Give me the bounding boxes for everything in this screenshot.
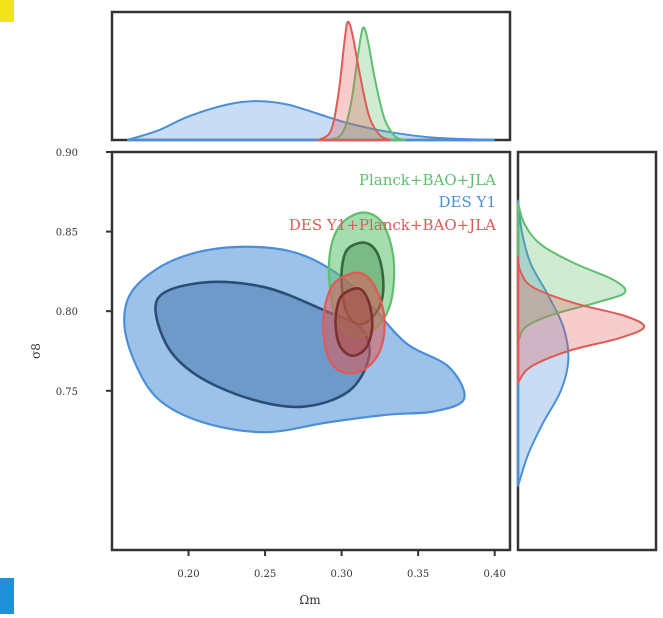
top-marginal-panel bbox=[110, 10, 512, 142]
marginal-y-planck-bao-jla bbox=[517, 202, 627, 344]
main-panel-frame bbox=[110, 150, 512, 552]
legend-entry: DES Y1 bbox=[439, 193, 496, 211]
legend: Planck+BAO+JLA DES Y1 DES Y1+Planck+BAO+JL… bbox=[289, 171, 496, 234]
x-tick-label: 0.40 bbox=[484, 569, 506, 580]
marginal-y-des-y1-planck-bao-jla bbox=[517, 255, 646, 386]
legend-entry: DES Y1+Planck+BAO+JLA bbox=[289, 216, 496, 234]
contour-68-des-y1-planck-bao-jla bbox=[334, 287, 374, 358]
corner-yellow-block bbox=[0, 0, 14, 22]
x-tick-label: 0.30 bbox=[330, 569, 352, 580]
y-tick-label: 0.90 bbox=[56, 148, 78, 159]
y-tick-label: 0.75 bbox=[56, 387, 78, 398]
marginal-x-des-y1 bbox=[127, 100, 495, 141]
x-tick-label: 0.35 bbox=[407, 569, 429, 580]
legend-entry: Planck+BAO+JLA bbox=[359, 171, 496, 189]
y-tick-label: 0.80 bbox=[56, 307, 78, 318]
marginal-x-des-y1-planck-bao-jla bbox=[315, 20, 392, 141]
corner-blue-block bbox=[0, 578, 14, 614]
marginal-y-des-y1 bbox=[517, 199, 570, 487]
contour-layer bbox=[123, 211, 466, 434]
marginal-x-planck-bao-jla bbox=[325, 26, 407, 141]
contour-95-des-y1 bbox=[123, 245, 466, 434]
y-axis-label: σ8 bbox=[29, 343, 43, 359]
y-tick-label: 0.85 bbox=[56, 228, 78, 239]
contour-95-des-y1-planck-bao-jla bbox=[322, 271, 386, 375]
right-marginal-panel bbox=[516, 150, 658, 552]
x-tick-label: 0.25 bbox=[254, 569, 276, 580]
x-axis-label: Ωm bbox=[299, 593, 321, 607]
main-contour-panel bbox=[110, 150, 512, 552]
x-tick-label: 0.20 bbox=[177, 569, 199, 580]
axes-labels: Ωm σ8 0.20 0.25 0.30 0.35 0.40 0.90 0.85 0.80 0.… bbox=[29, 148, 506, 607]
contour-68-des-y1 bbox=[154, 280, 371, 409]
